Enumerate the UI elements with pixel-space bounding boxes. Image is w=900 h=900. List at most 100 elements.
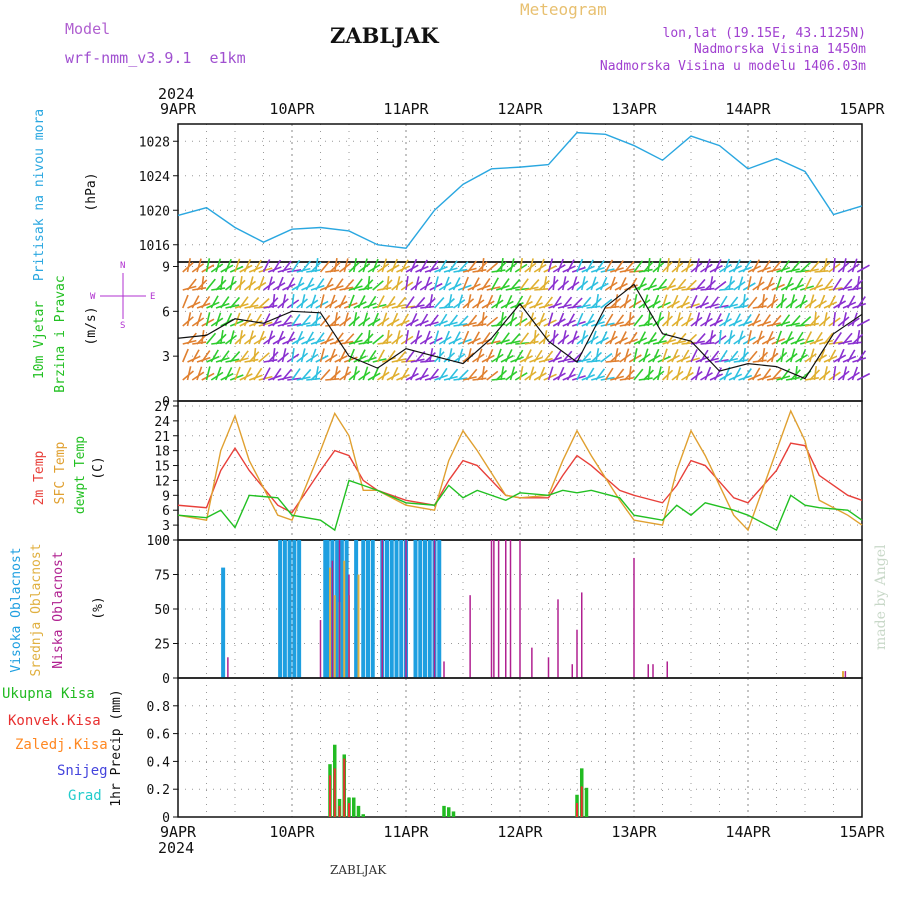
wind-barb	[277, 330, 284, 345]
wind-barb	[614, 314, 625, 327]
compass-w: W	[90, 292, 96, 302]
wind-barb	[780, 348, 785, 363]
wind-barb	[690, 294, 698, 309]
wind-barb	[714, 280, 727, 291]
cloud-low-bar	[576, 629, 578, 678]
wind-barb	[424, 330, 431, 345]
wind-barb	[656, 366, 662, 381]
wind-barb	[248, 330, 254, 345]
wind-barb	[300, 368, 312, 381]
wind-barb	[600, 298, 613, 309]
wind-barb	[253, 259, 262, 273]
wind-barb	[623, 261, 635, 273]
wind-barb	[267, 330, 274, 345]
wind-barb	[224, 258, 232, 273]
wind-barb	[519, 278, 529, 291]
wind-barb	[561, 276, 567, 291]
precip-ylabel: 1hr Precip (mm)	[109, 689, 124, 806]
wind-barb	[429, 368, 439, 381]
wind-barb	[600, 352, 613, 363]
cloud-high-bar	[297, 540, 302, 678]
wind-barb	[733, 313, 742, 327]
wind-barb	[343, 258, 349, 273]
wind-barb	[847, 349, 856, 363]
wind-barb	[581, 296, 592, 309]
wind-barb	[296, 330, 304, 345]
wind-barb	[571, 266, 586, 273]
wind-barb	[609, 276, 616, 291]
wind-barb	[381, 366, 388, 381]
wind-barb	[196, 312, 203, 327]
wind-barb	[462, 276, 469, 291]
day-label-top-6: 15APR	[839, 100, 885, 118]
wind-barb	[186, 312, 192, 327]
wind-barb	[300, 314, 312, 327]
wind-barb	[694, 312, 701, 327]
wind-barb	[714, 259, 722, 273]
wind-barb	[352, 312, 358, 327]
wind-barb	[547, 312, 554, 327]
wind-barb	[287, 269, 302, 273]
compass-s: S	[120, 321, 125, 331]
wind-barb	[704, 258, 711, 273]
wind-barb	[614, 294, 619, 309]
wind-barb	[258, 298, 270, 309]
wind-barbs	[182, 257, 871, 381]
wind-barb	[747, 330, 752, 345]
wind-barb	[581, 350, 592, 363]
wind-barb	[628, 331, 638, 345]
ytick-label-2-8: 24	[154, 415, 170, 430]
wind-barb	[761, 314, 771, 327]
compass-n: N	[120, 261, 125, 271]
wind-barb	[239, 296, 249, 309]
wind-barb	[486, 316, 499, 327]
wind-barb	[799, 348, 807, 363]
wind-barb	[400, 259, 409, 273]
wind-barb	[286, 331, 295, 345]
wind-barb	[552, 275, 556, 291]
wind-barb	[372, 366, 380, 381]
wind-barb	[362, 312, 369, 327]
wind-barb	[395, 276, 401, 291]
wind-barb	[661, 294, 668, 309]
wind-barb	[481, 312, 485, 327]
precip-conv-bar	[343, 758, 346, 817]
wind-barb	[306, 269, 321, 273]
wind-barb	[666, 312, 670, 327]
wind-barb	[567, 305, 582, 309]
wind-barb	[718, 295, 728, 309]
wind-barb	[291, 294, 295, 309]
wind-barb	[600, 331, 608, 345]
model-name: wrf-nmm_v3.9.1 e1km	[65, 49, 246, 67]
wind-barb	[410, 367, 418, 381]
wind-barb	[319, 260, 331, 273]
wind-barb	[386, 330, 390, 345]
wind-barb	[466, 294, 472, 309]
wind-barb	[424, 276, 431, 291]
wind-barb	[752, 305, 767, 309]
wind-barb	[192, 341, 207, 345]
wind-barb	[439, 305, 454, 309]
wind-barb	[619, 277, 627, 291]
wind-barb	[790, 260, 801, 273]
wind-barb	[685, 312, 692, 327]
wind-barb	[552, 295, 562, 309]
wind-barb	[633, 314, 644, 327]
wind-barb	[486, 370, 499, 381]
cloud-high-bar	[323, 540, 328, 678]
wind-barb	[808, 294, 815, 309]
elevation-text: Nadmorska Visina 1450m	[694, 42, 866, 57]
year-bottom: 2024	[158, 839, 194, 857]
wind-barb	[566, 313, 575, 327]
wind-barb	[196, 366, 203, 381]
wind-barb	[367, 349, 377, 363]
legend-hail: Grad	[68, 788, 102, 804]
wind-barb	[567, 359, 582, 363]
wind-barb	[258, 352, 270, 363]
wind-barb	[680, 349, 690, 363]
cloud-low-bar	[469, 595, 471, 678]
wind-barb	[495, 294, 502, 309]
wind-barb	[453, 377, 468, 381]
wind-barb	[306, 377, 321, 381]
wind-barb	[205, 332, 217, 345]
